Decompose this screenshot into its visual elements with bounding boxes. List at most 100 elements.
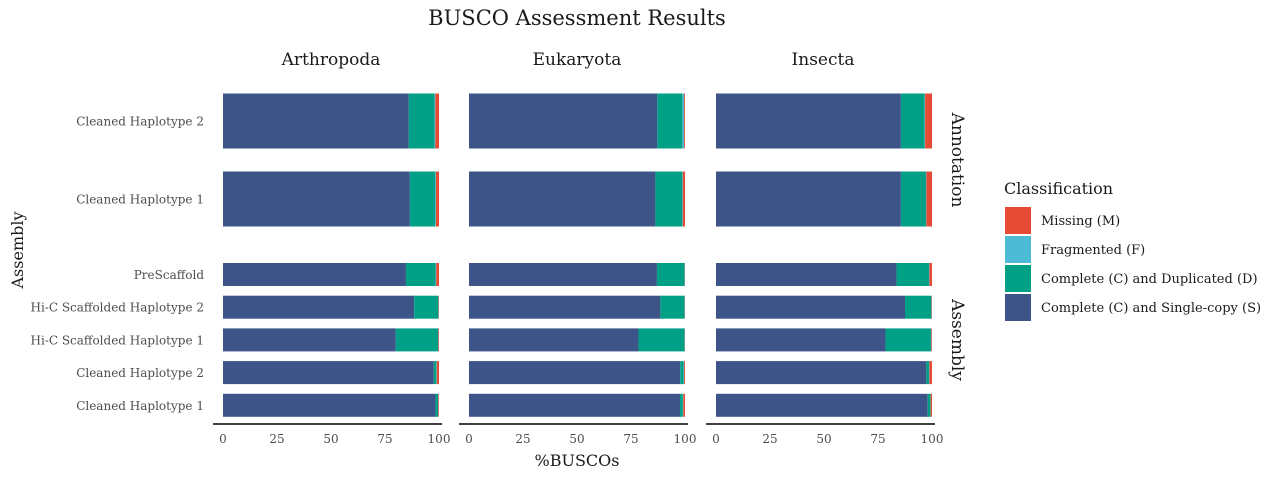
y-tick-label: Cleaned Haplotype 2 bbox=[76, 366, 204, 380]
bar-segment-S bbox=[223, 361, 434, 385]
bar-segment-M bbox=[929, 263, 932, 286]
x-tick-label: 25 bbox=[762, 432, 777, 446]
legend-label: Fragmented (F) bbox=[1041, 243, 1145, 258]
x-tick-label: 0 bbox=[219, 432, 227, 446]
x-tick-label: 100 bbox=[674, 432, 697, 446]
bar-segment-M bbox=[925, 93, 932, 149]
y-tick-label: Cleaned Haplotype 1 bbox=[76, 193, 204, 207]
x-tick-label: 75 bbox=[870, 432, 885, 446]
bar-segment-S bbox=[716, 361, 927, 385]
bar-segment-M bbox=[435, 171, 439, 227]
bar-segment-D bbox=[656, 263, 685, 286]
x-axis-label: %BUSCOs bbox=[535, 451, 620, 470]
bar-segment-S bbox=[716, 263, 897, 286]
bar-segment-M bbox=[929, 361, 932, 385]
legend-swatch bbox=[1005, 294, 1031, 321]
bar-segment-D bbox=[905, 295, 932, 319]
bar-segment-S bbox=[469, 361, 681, 385]
bar-segment-M bbox=[435, 93, 439, 149]
bar-segment-D bbox=[657, 93, 683, 149]
bar-segment-S bbox=[223, 93, 409, 149]
bar-segment-D bbox=[900, 171, 926, 227]
bar-segment-S bbox=[223, 295, 415, 319]
bar-segment-M bbox=[438, 393, 439, 417]
bar-segment-D bbox=[927, 393, 931, 417]
bar-segment-S bbox=[716, 93, 901, 149]
x-tick-label: 25 bbox=[269, 432, 284, 446]
x-tick-label: 50 bbox=[569, 432, 584, 446]
bar-segment-D bbox=[660, 295, 685, 319]
y-tick-label: Cleaned Haplotype 2 bbox=[76, 115, 204, 129]
legend-swatch bbox=[1005, 265, 1031, 292]
x-tick-label: 50 bbox=[816, 432, 831, 446]
bar-segment-D bbox=[414, 295, 439, 319]
legend-swatch bbox=[1005, 207, 1031, 234]
bar-segment-D bbox=[896, 263, 929, 286]
bar-segment-S bbox=[469, 393, 681, 417]
bar-segment-M bbox=[436, 263, 439, 286]
bar-segment-M bbox=[682, 171, 685, 227]
facet-column-label: Eukaryota bbox=[533, 50, 622, 70]
bar-segment-S bbox=[469, 171, 656, 227]
bar-segment-S bbox=[223, 171, 410, 227]
x-tick-label: 75 bbox=[623, 432, 638, 446]
bar-segment-S bbox=[716, 295, 905, 319]
bar-segment-S bbox=[469, 328, 639, 352]
facet-column-label: Arthropoda bbox=[281, 50, 381, 70]
y-tick-label: Hi-C Scaffolded Haplotype 1 bbox=[30, 333, 204, 347]
bar-segment-D bbox=[680, 361, 684, 385]
bar-segment-D bbox=[409, 171, 436, 227]
bar-segment-D bbox=[926, 361, 929, 385]
x-tick-label: 100 bbox=[921, 432, 944, 446]
legend-title: Classification bbox=[1004, 179, 1113, 198]
x-tick-label: 0 bbox=[712, 432, 720, 446]
bar-segment-S bbox=[469, 93, 658, 149]
bar-segment-M bbox=[683, 393, 685, 417]
bar-segment-S bbox=[223, 328, 396, 352]
bar-segment-S bbox=[469, 263, 657, 286]
bar-segment-S bbox=[223, 393, 436, 417]
bar-segment-S bbox=[716, 171, 901, 227]
legend-label: Complete (C) and Single-copy (S) bbox=[1041, 301, 1261, 316]
bar-segment-D bbox=[638, 328, 685, 352]
bar-segment-D bbox=[435, 393, 439, 417]
chart-title: BUSCO Assessment Results bbox=[428, 6, 726, 30]
bar-segment-D bbox=[900, 93, 925, 149]
bar-segment-S bbox=[716, 393, 928, 417]
bar-segment-F bbox=[435, 171, 436, 227]
bar-segment-M bbox=[684, 361, 685, 385]
y-tick-label: PreScaffold bbox=[134, 268, 205, 282]
x-tick-label: 50 bbox=[323, 432, 338, 446]
bar-segment-D bbox=[885, 328, 931, 352]
bar-segment-M bbox=[684, 93, 685, 149]
bar-segment-D bbox=[405, 263, 436, 286]
bar-segment-M bbox=[436, 361, 439, 385]
legend-label: Complete (C) and Duplicated (D) bbox=[1041, 272, 1258, 287]
bar-segment-D bbox=[655, 171, 683, 227]
bar-segment-S bbox=[223, 263, 406, 286]
y-tick-label: Cleaned Haplotype 1 bbox=[76, 399, 204, 413]
y-axis-label: Assembly bbox=[8, 211, 27, 289]
bar-segment-M bbox=[926, 171, 932, 227]
x-tick-label: 25 bbox=[515, 432, 530, 446]
facet-column-label: Insecta bbox=[792, 50, 855, 70]
legend-label: Missing (M) bbox=[1041, 214, 1120, 229]
x-tick-label: 0 bbox=[465, 432, 473, 446]
bar-segment-F bbox=[434, 93, 436, 149]
bar-segment-M bbox=[930, 393, 932, 417]
facet-row-label: Assembly bbox=[947, 298, 967, 381]
bar-segment-F bbox=[682, 93, 685, 149]
bar-segment-D bbox=[395, 328, 439, 352]
bar-segment-D bbox=[680, 393, 683, 417]
bar-segment-S bbox=[716, 328, 886, 352]
bar-segment-S bbox=[469, 295, 661, 319]
x-tick-label: 75 bbox=[377, 432, 392, 446]
bar-segment-D bbox=[408, 93, 435, 149]
x-tick-label: 100 bbox=[428, 432, 451, 446]
bar-segment-M bbox=[438, 328, 439, 352]
y-tick-label: Hi-C Scaffolded Haplotype 2 bbox=[30, 301, 204, 315]
bar-segment-D bbox=[433, 361, 437, 385]
facet-row-label: Annotation bbox=[947, 112, 967, 208]
legend-swatch bbox=[1005, 236, 1031, 263]
